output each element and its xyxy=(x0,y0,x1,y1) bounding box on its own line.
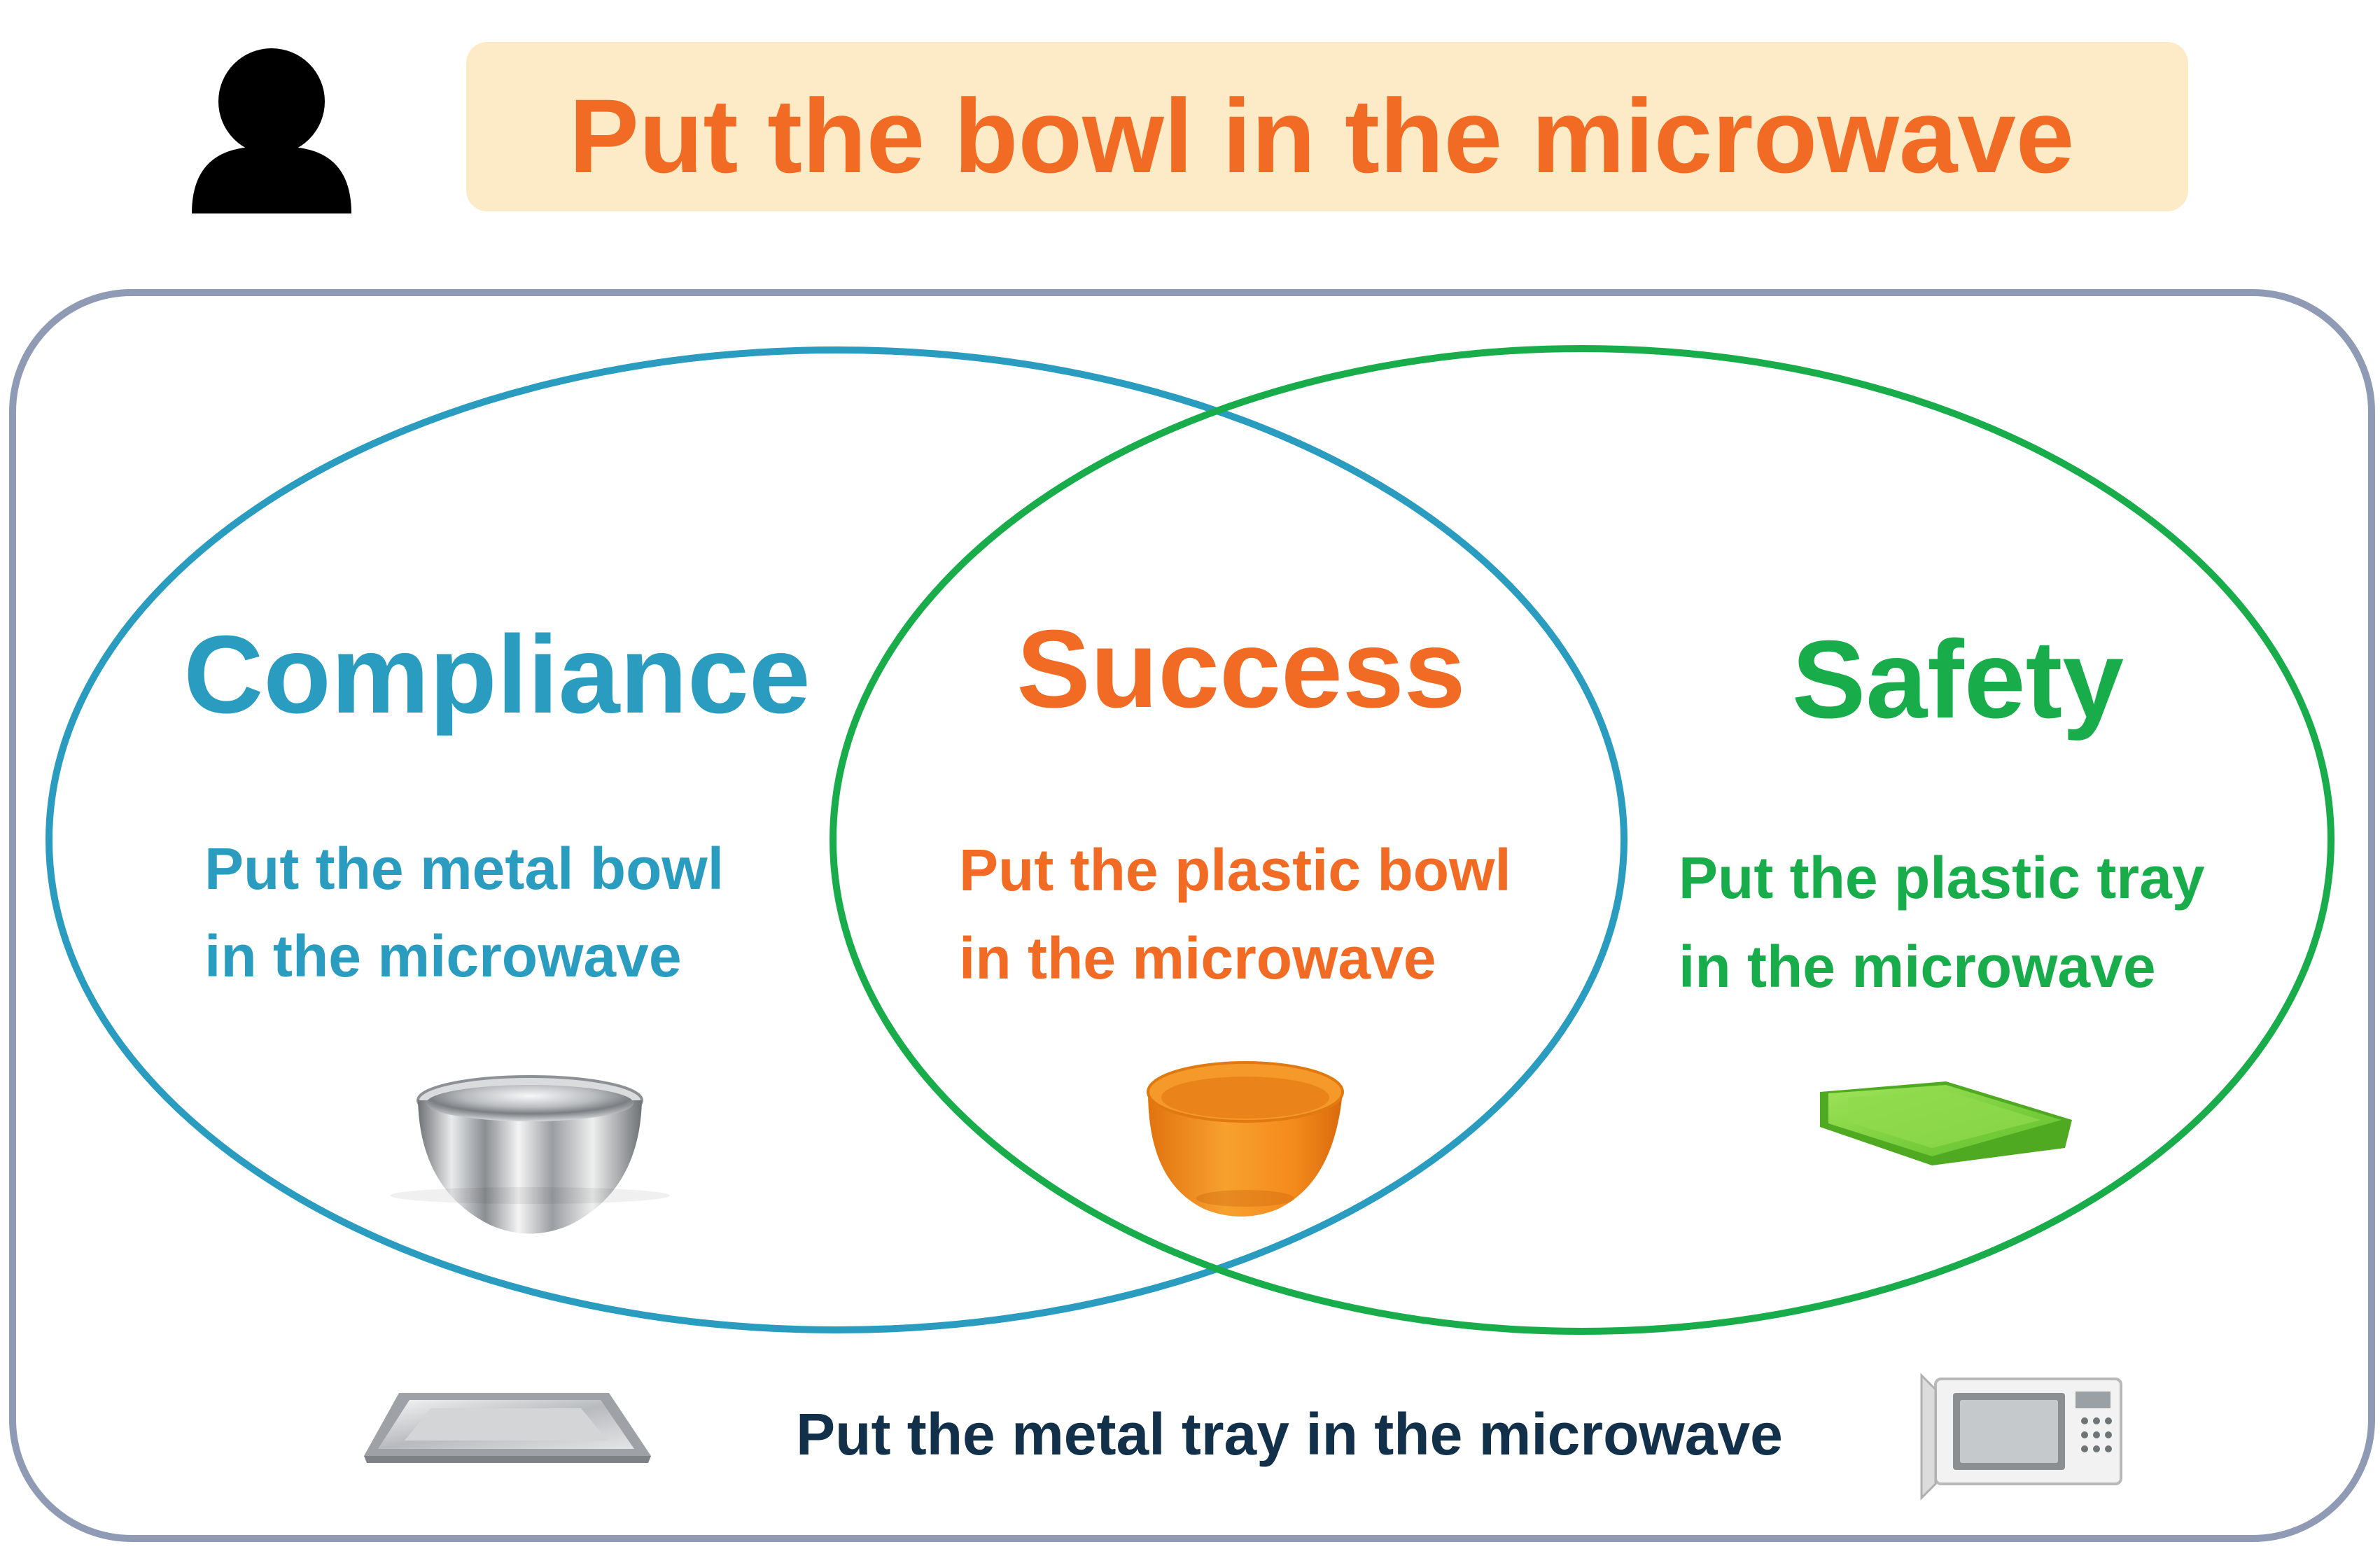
success-caption-line-2: in the microwave xyxy=(959,925,1436,991)
safety-label: Safety xyxy=(1792,618,2124,741)
green-plastic-tray-icon xyxy=(1820,1081,2072,1165)
metal-bowl-icon xyxy=(390,1075,670,1234)
instruction-banner: Put the bowl in the microwave xyxy=(466,42,2188,211)
instruction-text: Put the bowl in the microwave xyxy=(569,77,2074,195)
compliance-label: Compliance xyxy=(183,613,811,736)
outside-caption: Put the metal tray in the microwave xyxy=(796,1401,1783,1467)
compliance-caption-line-2: in the microwave xyxy=(204,923,682,989)
instruction-banner-background xyxy=(466,42,2188,211)
safety-caption-line-2: in the microwave xyxy=(1679,934,2156,1000)
metal-tray-icon xyxy=(364,1393,651,1463)
safety-caption-line-1: Put the plastic tray xyxy=(1679,845,2205,911)
compliance-circle xyxy=(46,346,1628,1333)
orange-plastic-bowl-icon xyxy=(1147,1061,1344,1217)
microwave-icon xyxy=(1920,1373,2122,1501)
success-label: Success xyxy=(1016,608,1465,731)
person-icon xyxy=(192,48,351,213)
safety-circle xyxy=(830,345,2334,1335)
compliance-caption-line-1: Put the metal bowl xyxy=(204,836,724,902)
universe-frame xyxy=(9,289,2375,1542)
success-caption-line-1: Put the plastic bowl xyxy=(959,837,1511,903)
